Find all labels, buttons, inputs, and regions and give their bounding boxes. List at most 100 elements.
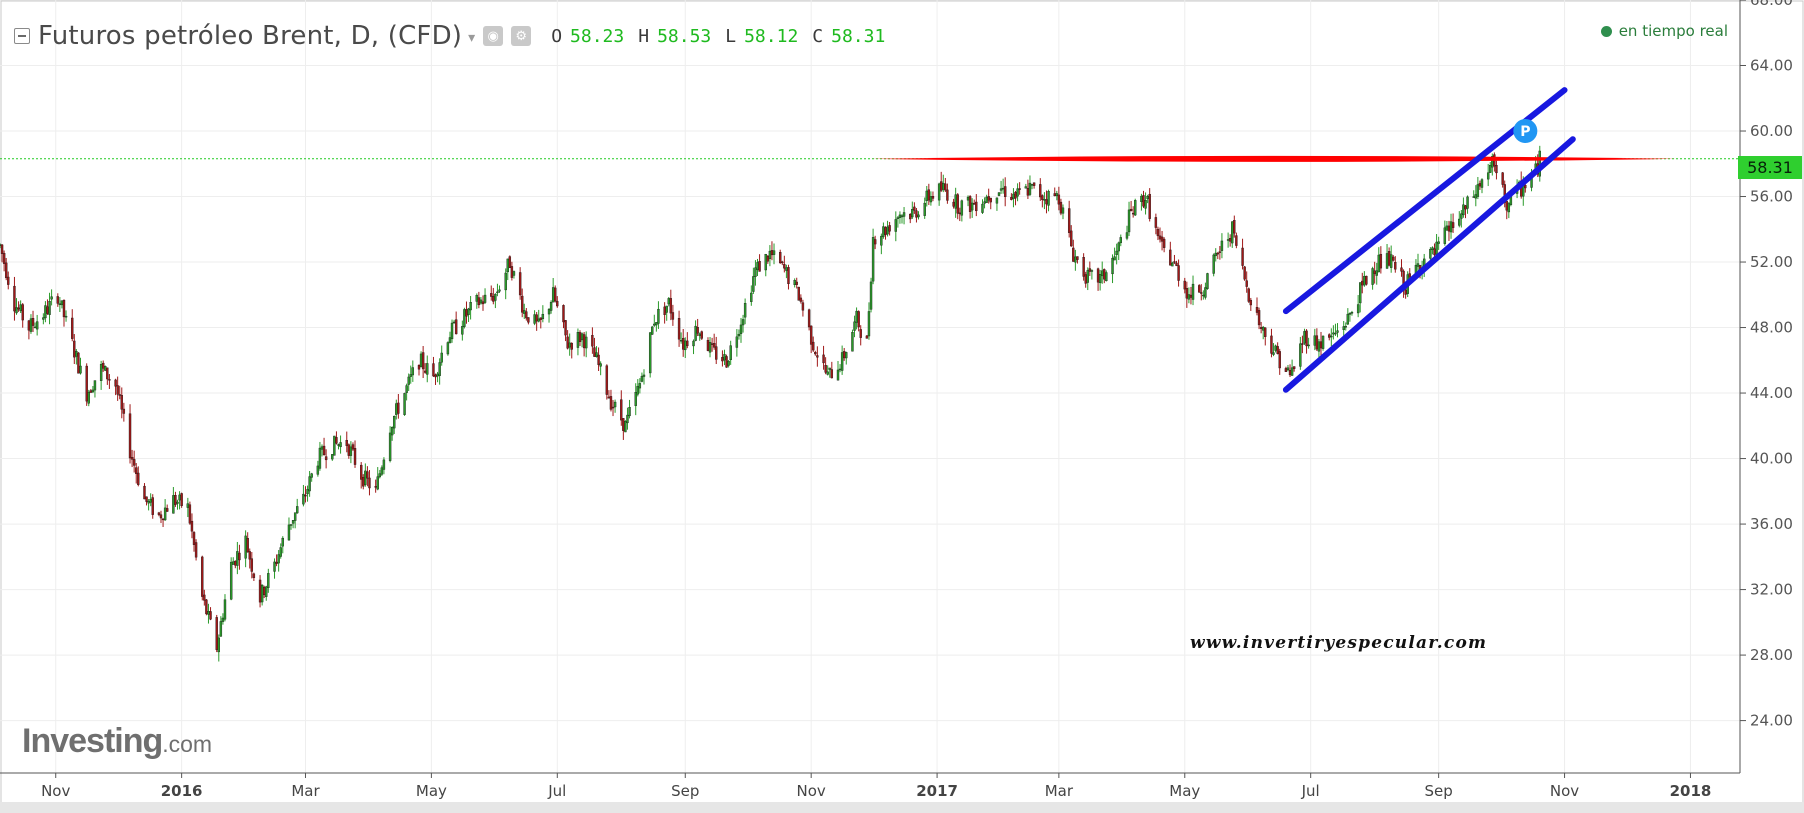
candle-up (163, 507, 167, 521)
candle-down (434, 374, 437, 378)
y-tick-label: 32.00 (1750, 581, 1793, 599)
candle-down (973, 203, 976, 205)
candle-up (244, 535, 247, 559)
candle-up (1489, 165, 1492, 173)
candle-up (537, 318, 540, 322)
candle-up (79, 365, 82, 374)
candle-up (15, 307, 18, 314)
x-tick-label: Mar (1045, 782, 1074, 800)
candle-down (525, 311, 528, 319)
candle-down (1288, 370, 1292, 376)
candle-down (108, 379, 111, 381)
candle-up (1522, 185, 1525, 197)
candle-up (378, 473, 381, 478)
investing-logo[interactable]: Investing.com (22, 722, 212, 761)
candle-up (504, 272, 507, 291)
candle-down (1183, 280, 1186, 290)
logo-wordmark: Investing (22, 722, 163, 760)
y-tick-label: 44.00 (1750, 384, 1793, 402)
candle-down (1026, 188, 1030, 196)
candle-up (29, 318, 33, 332)
candle-down (1175, 262, 1178, 266)
candle-down (102, 362, 105, 369)
candle-up (1206, 273, 1209, 289)
candle-down (0, 244, 4, 254)
candle-down (130, 457, 134, 460)
candle-up (642, 374, 646, 377)
candle-down (1018, 188, 1021, 190)
candle-up (172, 495, 175, 514)
candle-down (1505, 200, 1508, 211)
candle-up (547, 308, 551, 315)
candle-up (277, 554, 280, 564)
candle-up (1462, 204, 1465, 216)
candle-down (609, 396, 613, 410)
candle-down (7, 276, 10, 285)
candle-up (19, 304, 22, 311)
x-tick-label: Nov (41, 782, 70, 800)
candle-down (989, 197, 992, 203)
chevron-down-icon[interactable]: ▾ (468, 30, 476, 46)
candle-up (1449, 221, 1453, 233)
candle-up (692, 340, 695, 347)
candle-down (556, 300, 559, 307)
candle-down (1162, 238, 1166, 248)
candle-up (648, 332, 652, 374)
low-value: 58.12 (744, 25, 799, 47)
candle-down (1067, 208, 1071, 233)
candle-up (426, 363, 429, 375)
realtime-indicator: en tiempo real (1600, 22, 1728, 40)
candle-up (1274, 345, 1277, 351)
candle-up (640, 375, 644, 382)
candle-up (638, 383, 642, 389)
candle-up (739, 324, 743, 334)
candle-up (1385, 253, 1389, 269)
candle-down (816, 355, 819, 358)
candle-up (331, 454, 334, 460)
candle-up (1476, 184, 1480, 197)
candle-up (1187, 294, 1191, 300)
candle-up (1286, 367, 1290, 371)
candle-up (723, 354, 726, 361)
candle-down (809, 325, 813, 345)
candle-down (1278, 351, 1281, 369)
candle-up (929, 196, 933, 203)
candle-down (1501, 172, 1504, 185)
candle-up (93, 380, 97, 391)
candle-down (1315, 335, 1319, 350)
candle-up (339, 442, 342, 448)
candle-up (549, 301, 553, 311)
candle-down (873, 239, 877, 245)
bottom-scroll-strip[interactable] (0, 802, 1804, 813)
candle-up (75, 351, 78, 357)
candle-down (799, 297, 803, 302)
candle-down (421, 352, 425, 370)
candle-down (1241, 247, 1244, 266)
candle-up (826, 371, 829, 375)
candle-down (137, 472, 140, 485)
open-key: O (551, 25, 563, 47)
candle-down (1218, 251, 1222, 253)
candle-up (665, 305, 668, 313)
candle-down (582, 334, 586, 349)
gear-icon[interactable]: ⚙ (511, 26, 532, 46)
candle-down (114, 379, 117, 387)
candle-up (911, 209, 914, 218)
chart-title[interactable]: Futuros petróleo Brent, D, (CFD) (38, 21, 463, 51)
candle-down (335, 437, 338, 444)
candle-down (1264, 327, 1267, 337)
candle-up (186, 503, 190, 508)
candle-down (1053, 193, 1056, 197)
candle-up (1460, 213, 1463, 219)
candle-up (882, 226, 885, 237)
candle-down (758, 261, 761, 272)
candle-up (333, 435, 336, 456)
candle-down (1451, 222, 1455, 228)
candle-down (1059, 201, 1063, 214)
candle-down (116, 385, 119, 395)
collapse-icon[interactable] (14, 28, 30, 44)
candle-down (1103, 269, 1106, 280)
close-key: C (812, 25, 824, 47)
eye-icon[interactable]: ◉ (483, 26, 504, 46)
